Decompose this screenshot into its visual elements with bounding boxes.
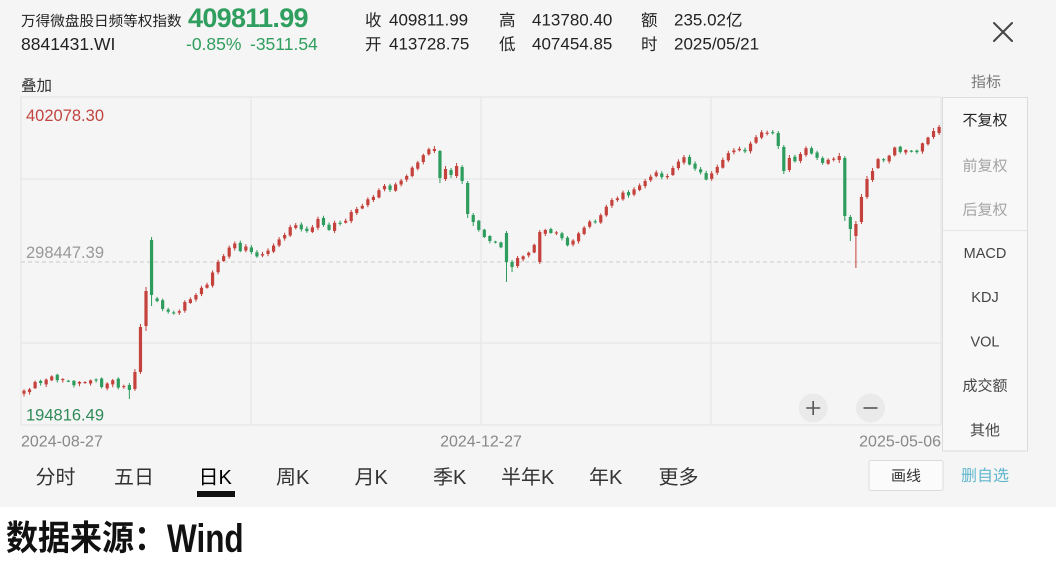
svg-text:-3511.54: -3511.54 (250, 34, 318, 54)
svg-text:K: K (541, 467, 555, 489)
svg-text:194816.49: 194816.49 (26, 407, 104, 425)
svg-text:409811.99: 409811.99 (389, 11, 468, 30)
svg-text:Wind: Wind (167, 517, 244, 561)
svg-text:K: K (296, 467, 310, 489)
svg-text:KDJ: KDJ (971, 290, 998, 306)
svg-text:K: K (375, 467, 389, 489)
svg-text:MACD: MACD (964, 246, 1007, 262)
svg-text:413780.40: 413780.40 (532, 11, 612, 30)
svg-text:-0.85%: -0.85% (186, 34, 241, 54)
svg-text:2025-05-06: 2025-05-06 (859, 434, 941, 451)
svg-text:402078.30: 402078.30 (26, 107, 104, 125)
svg-text:2024-08-27: 2024-08-27 (21, 434, 103, 451)
svg-text:VOL: VOL (970, 335, 999, 351)
svg-text:K: K (453, 467, 467, 489)
svg-text:K: K (609, 467, 623, 489)
svg-text:K: K (219, 467, 233, 489)
svg-text:8841431.WI: 8841431.WI (21, 34, 115, 54)
svg-text:407454.85: 407454.85 (532, 35, 612, 54)
svg-text:2025/05/21: 2025/05/21 (674, 35, 759, 54)
svg-text:298447.39: 298447.39 (26, 244, 104, 262)
svg-text:413728.75: 413728.75 (389, 35, 469, 54)
svg-text:2024-12-27: 2024-12-27 (440, 434, 522, 451)
svg-text:235.02: 235.02 (674, 11, 726, 30)
svg-text:409811.99: 409811.99 (188, 3, 309, 33)
